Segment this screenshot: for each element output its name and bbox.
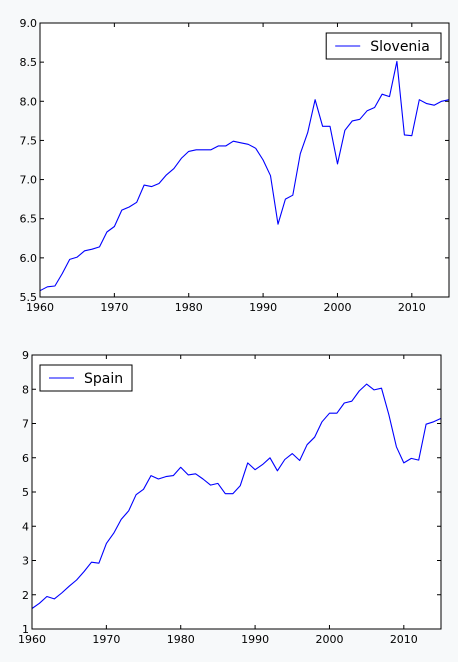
y-tick-label: 6: [22, 452, 29, 465]
x-tick-label: 2000: [315, 633, 343, 646]
y-tick-label: 7.5: [20, 134, 38, 147]
x-tick-label: 1980: [167, 633, 195, 646]
plot-frame: [31, 354, 442, 630]
x-tick-label: 1990: [249, 301, 277, 314]
series-line-slovenia: [39, 60, 450, 292]
x-tick-label: 1990: [241, 633, 269, 646]
plot-frame: [39, 22, 450, 298]
y-tick-label: 9: [22, 349, 29, 362]
y-tick-label: 6.5: [20, 213, 38, 226]
x-tick-label: 2010: [398, 301, 426, 314]
y-tick-label: 5.5: [20, 291, 38, 304]
y-tick-label: 1: [22, 623, 29, 636]
y-tick-label: 4: [22, 520, 29, 533]
y-tick-label: 7.0: [20, 174, 38, 187]
y-tick-label: 9.0: [20, 17, 38, 30]
y-tick-label: 6.0: [20, 252, 38, 265]
legend: Slovenia: [325, 32, 442, 60]
y-tick-label: 7: [22, 418, 29, 431]
slovenia-chart: 5.5 6.0 6.5 7.0 7.5 8.0 8.5 9.0 1960 1970 1980 1990…: [20, 17, 450, 314]
x-tick-label: 2000: [323, 301, 351, 314]
legend-label: Spain: [84, 371, 123, 387]
x-tick-label: 2010: [390, 633, 418, 646]
x-tick-label: 1960: [26, 301, 54, 314]
y-tick-label: 5: [22, 486, 29, 499]
legend: Spain: [39, 364, 133, 392]
y-tick-label: 8.0: [20, 95, 38, 108]
legend-label: Slovenia: [370, 39, 430, 55]
y-tick-label: 2: [22, 589, 29, 602]
y-tick-label: 8.5: [20, 56, 38, 69]
x-tick-label: 1980: [175, 301, 203, 314]
y-tick-label: 8: [22, 383, 29, 396]
x-tick-label: 1970: [100, 301, 128, 314]
series-line-spain: [31, 383, 442, 609]
plot-area: [40, 23, 449, 297]
x-tick-label: 1970: [92, 633, 120, 646]
plot-area: [32, 355, 441, 629]
x-tick-label: 1960: [18, 633, 46, 646]
spain-chart: 1 2 3 4 5 6 7 8 9 1960 1970 1980 1990 2000 2010 Spain: [18, 349, 442, 646]
y-tick-label: 3: [22, 555, 29, 568]
